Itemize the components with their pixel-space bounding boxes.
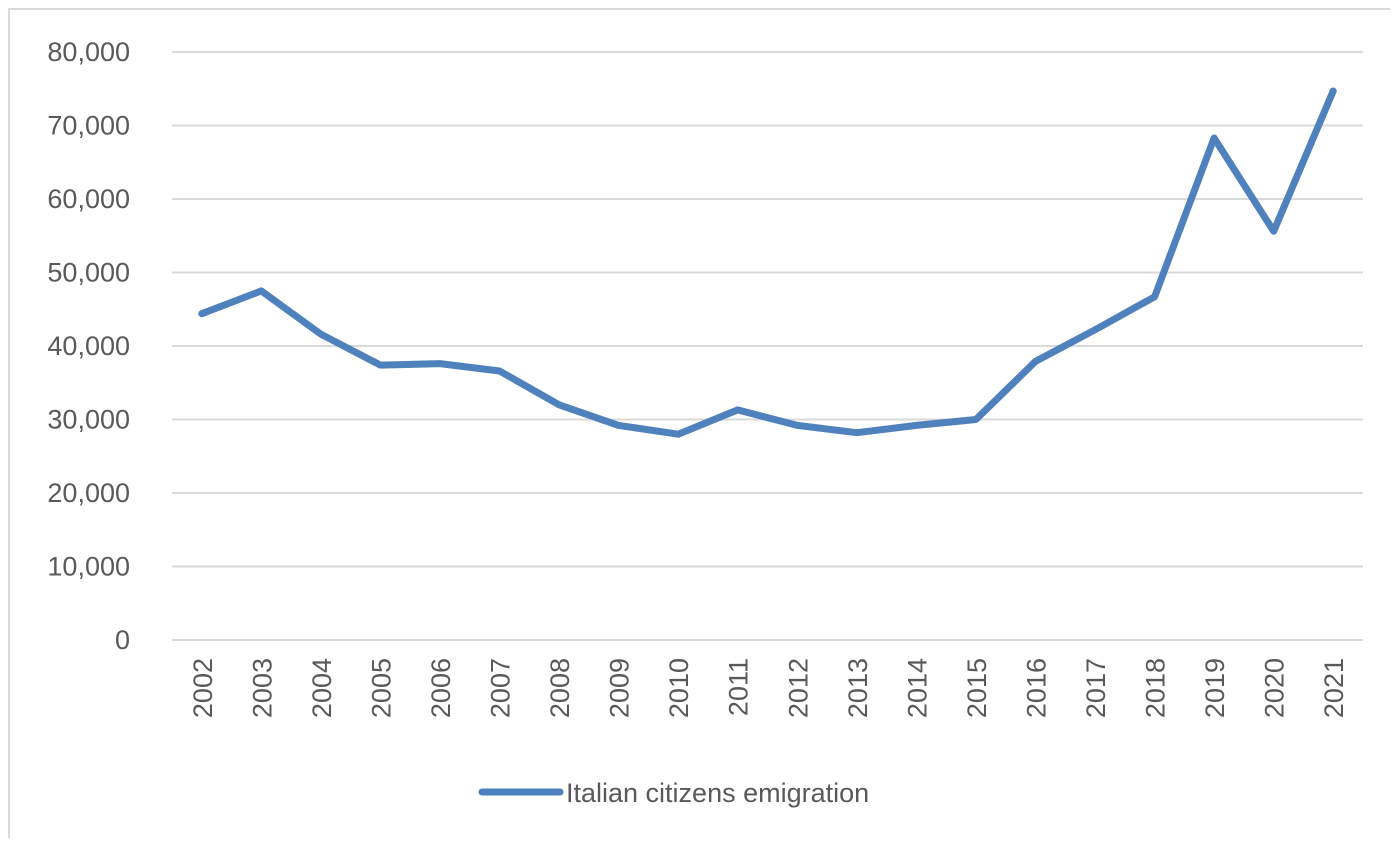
x-tick-label: 2017 — [1081, 658, 1111, 718]
y-tick-label: 50,000 — [47, 258, 130, 288]
x-tick-label: 2007 — [486, 658, 516, 718]
y-tick-label: 30,000 — [47, 405, 130, 435]
x-tick-label: 2002 — [188, 658, 218, 718]
legend: Italian citizens emigration — [478, 778, 869, 808]
y-tick-label: 0 — [115, 625, 130, 655]
series-layer — [198, 87, 1337, 438]
x-tick-label: 2013 — [843, 658, 873, 718]
y-tick-label: 10,000 — [47, 552, 130, 582]
x-tick-label: 2020 — [1260, 658, 1290, 718]
x-tick-label: 2015 — [962, 658, 992, 718]
y-axis-tick-labels: 0 10,000 20,000 30,000 40,000 50,000 60,000 70,… — [47, 37, 130, 655]
y-tick-label: 60,000 — [47, 184, 130, 214]
y-tick-label: 80,000 — [47, 37, 130, 67]
x-tick-label: 2005 — [366, 658, 396, 718]
x-tick-label: 2003 — [247, 658, 277, 718]
x-tick-label: 2016 — [1021, 658, 1051, 718]
x-tick-label: 2019 — [1200, 658, 1230, 718]
x-tick-label: 2008 — [545, 658, 575, 718]
x-tick-label: 2021 — [1319, 658, 1349, 718]
x-tick-label: 2010 — [664, 658, 694, 718]
x-tick-label: 2006 — [426, 658, 456, 718]
x-tick-label: 2009 — [605, 658, 635, 718]
y-tick-label: 40,000 — [47, 331, 130, 361]
y-tick-label: 70,000 — [47, 111, 130, 141]
chart-area — [8, 8, 1390, 838]
x-tick-label: 2011 — [724, 658, 754, 716]
x-axis-tick-labels: 2002 2003 2004 2005 2006 2007 2008 2009 2010 2011… — [188, 658, 1349, 718]
x-tick-label: 2012 — [783, 658, 813, 718]
series-line-italian-citizens-emigration — [198, 87, 1337, 438]
legend-label: Italian citizens emigration — [566, 778, 869, 808]
y-tick-label: 20,000 — [47, 478, 130, 508]
x-tick-label: 2004 — [307, 658, 337, 718]
x-tick-label: 2014 — [902, 658, 932, 718]
x-tick-label: 2018 — [1141, 658, 1171, 718]
